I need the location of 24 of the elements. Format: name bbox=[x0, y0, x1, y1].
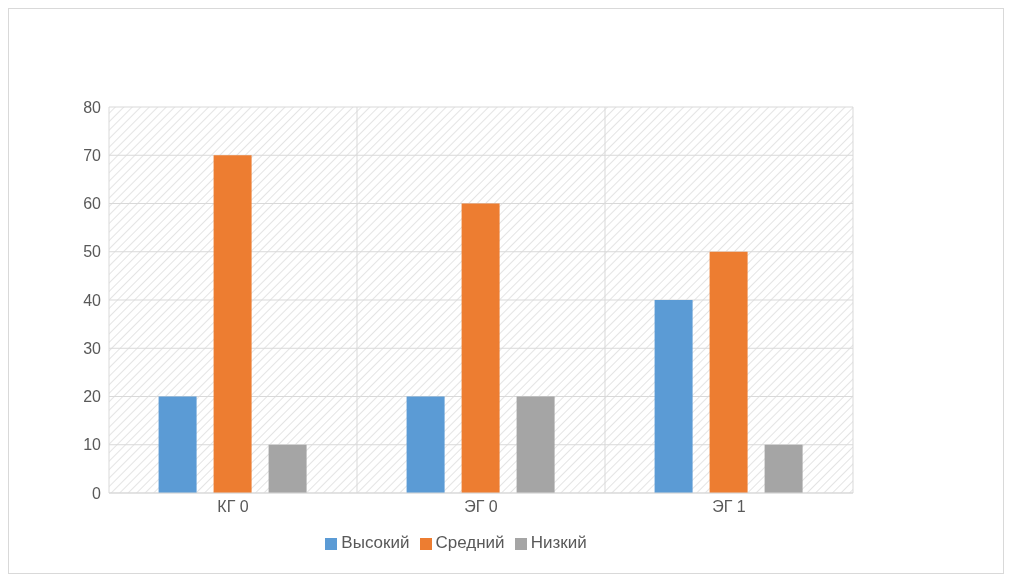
y-tick-label: 10 bbox=[83, 436, 102, 454]
x-tick-label: ЭГ 0 bbox=[464, 498, 498, 516]
y-tick-label: 50 bbox=[83, 243, 102, 261]
bar bbox=[461, 203, 500, 493]
bar bbox=[406, 396, 445, 493]
y-tick-label: 40 bbox=[83, 291, 102, 309]
legend-label: Высокий bbox=[341, 533, 410, 552]
y-tick-label: 60 bbox=[83, 195, 102, 213]
bar bbox=[213, 155, 252, 493]
bar bbox=[764, 444, 803, 493]
x-tick-label: КГ 0 bbox=[217, 498, 249, 516]
legend-label: Низкий bbox=[530, 533, 587, 552]
bar bbox=[268, 444, 307, 493]
x-tick-label: ЭГ 1 bbox=[712, 498, 746, 516]
bar bbox=[158, 396, 197, 493]
bar bbox=[709, 251, 748, 493]
y-tick-label: 30 bbox=[83, 339, 102, 357]
legend-label: Средний bbox=[435, 533, 505, 552]
y-tick-label: 20 bbox=[83, 388, 102, 406]
bar bbox=[654, 300, 693, 493]
y-tick-label: 70 bbox=[83, 146, 102, 164]
bar bbox=[516, 396, 555, 493]
y-tick-label: 0 bbox=[92, 484, 102, 502]
y-tick-label: 80 bbox=[83, 98, 102, 116]
